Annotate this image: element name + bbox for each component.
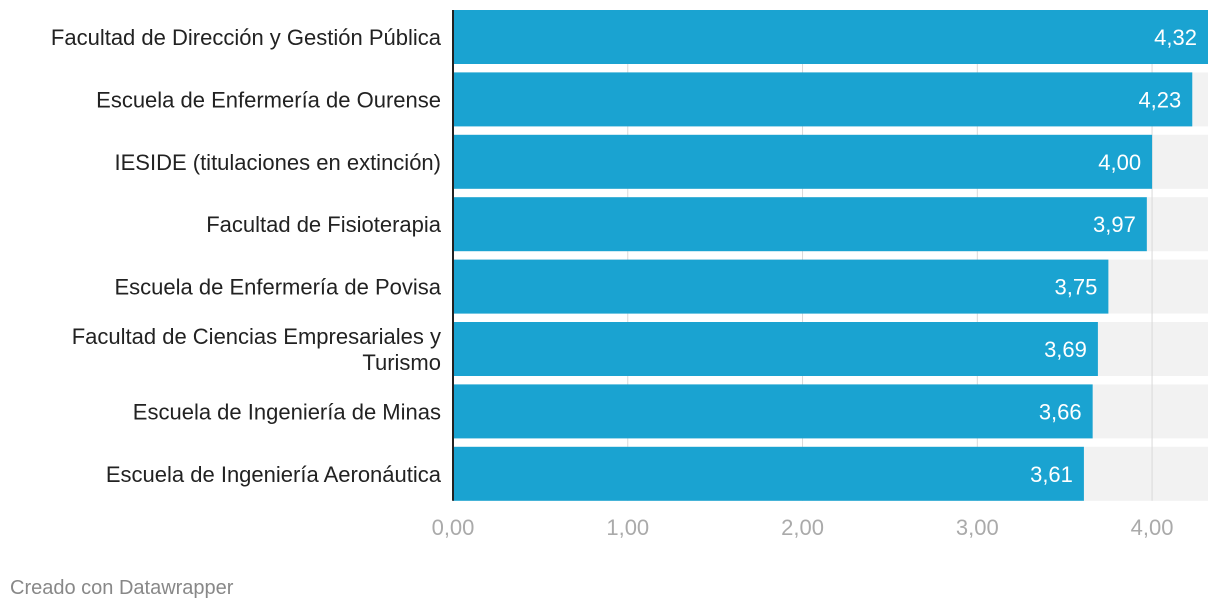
bar — [453, 134, 1153, 189]
category-label: Facultad de Ciencias Empresariales y — [72, 324, 441, 349]
value-label: 3,61 — [1030, 462, 1073, 487]
bar — [453, 384, 1093, 439]
label-layer: 4,32 Facultad de Dirección y Gestión Públ… — [51, 25, 1197, 487]
category-label: Facultad de Dirección y Gestión Pública — [51, 25, 442, 50]
value-label: 3,97 — [1093, 212, 1136, 237]
value-label: 3,66 — [1039, 399, 1082, 424]
x-tick-label: 3,00 — [956, 515, 999, 540]
bar — [453, 197, 1147, 252]
credit-text: Creado con Datawrapper — [10, 577, 234, 599]
tick-layer: 0,00 1,00 2,00 3,00 4,00 — [432, 515, 1174, 540]
bar-layer — [453, 10, 1208, 501]
value-label: 3,69 — [1044, 337, 1087, 362]
category-label: Turismo — [362, 350, 441, 375]
bar — [453, 322, 1098, 376]
value-label: 4,00 — [1098, 150, 1141, 175]
x-tick-label: 4,00 — [1131, 515, 1174, 540]
bar — [453, 72, 1193, 127]
category-label: Escuela de Ingeniería Aeronáutica — [106, 462, 442, 487]
category-label: Facultad de Fisioterapia — [206, 212, 442, 237]
x-tick-label: 2,00 — [781, 515, 824, 540]
category-label: Escuela de Enfermería de Ourense — [96, 87, 441, 112]
bar — [453, 259, 1109, 314]
category-label: IESIDE (titulaciones en extinción) — [115, 150, 442, 175]
value-label: 3,75 — [1055, 275, 1098, 300]
bar — [453, 446, 1084, 501]
value-label: 4,32 — [1154, 25, 1197, 50]
category-label: Escuela de Ingeniería de Minas — [133, 399, 441, 424]
x-tick-label: 0,00 — [432, 515, 475, 540]
category-label: Escuela de Enfermería de Povisa — [114, 275, 441, 300]
bar — [453, 10, 1208, 64]
x-tick-label: 1,00 — [606, 515, 649, 540]
value-label: 4,23 — [1138, 87, 1181, 112]
